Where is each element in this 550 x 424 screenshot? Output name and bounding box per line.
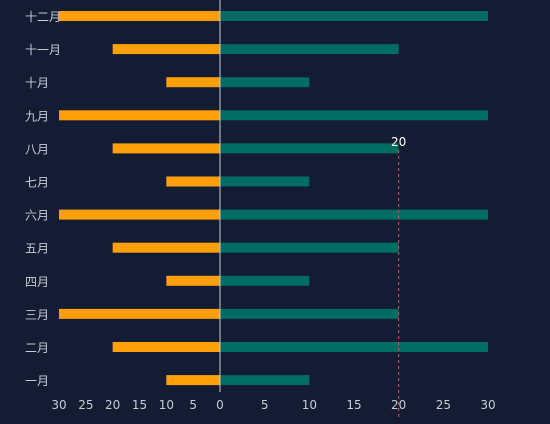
bar-right	[220, 176, 310, 187]
x-tick-label: 15	[346, 398, 361, 412]
category-label: 七月	[25, 176, 49, 190]
category-label: 十月	[25, 76, 49, 90]
bar-right	[220, 342, 488, 352]
x-tick-label: 10	[302, 398, 317, 412]
bar-right	[220, 44, 399, 55]
bar-right	[220, 209, 488, 220]
bar-right	[220, 11, 488, 21]
bar-left	[166, 375, 220, 386]
x-tick-label: 10	[159, 398, 174, 412]
bar-right	[220, 110, 488, 121]
x-tick-label: 25	[78, 398, 93, 412]
category-label: 八月	[25, 142, 49, 156]
bar-left	[112, 143, 220, 154]
category-label: 五月	[25, 242, 49, 256]
bar-left	[112, 242, 220, 253]
bar-left	[112, 44, 220, 55]
bar-right	[220, 308, 399, 319]
bar-left	[166, 77, 220, 88]
x-tick-label: 20	[391, 398, 406, 412]
x-tick-label: 5	[189, 398, 197, 412]
category-label: 三月	[25, 308, 49, 322]
bar-left	[112, 342, 220, 352]
x-tick-label: 30	[51, 398, 66, 412]
category-label: 四月	[25, 275, 49, 289]
category-label: 十一月	[25, 43, 61, 57]
bar-right	[220, 143, 399, 154]
x-tick-label: 30	[480, 398, 495, 412]
bar-left	[166, 275, 220, 286]
x-tick-label: 0	[216, 398, 224, 412]
bar-right	[220, 242, 399, 253]
category-label: 一月	[25, 374, 49, 388]
bar-left	[59, 110, 220, 121]
bar-right	[220, 275, 310, 286]
category-label: 二月	[25, 341, 49, 355]
bar-left	[59, 11, 220, 21]
reference-line-label: 20	[391, 135, 406, 149]
x-tick-label: 25	[436, 398, 451, 412]
category-label: 九月	[25, 109, 49, 123]
bar-right	[220, 77, 310, 88]
bar-left	[59, 209, 220, 220]
category-label: 六月	[25, 209, 49, 223]
bar-right	[220, 375, 310, 386]
bar-left	[59, 308, 220, 319]
x-tick-label: 5	[261, 398, 269, 412]
x-tick-label: 20	[105, 398, 120, 412]
category-label: 十二月	[25, 10, 61, 24]
bar-left	[166, 176, 220, 187]
x-tick-label: 15	[132, 398, 147, 412]
